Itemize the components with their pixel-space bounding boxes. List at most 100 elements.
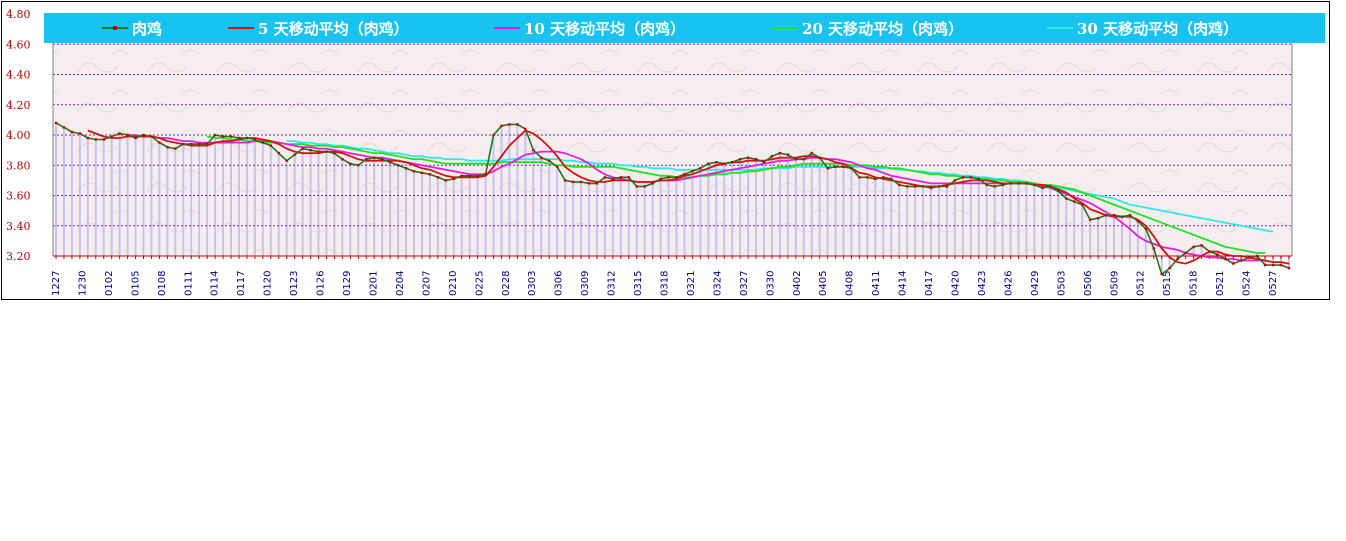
x-tick-label: 1230	[77, 271, 88, 296]
data-point	[866, 176, 869, 179]
x-tick-label: 0102	[104, 271, 115, 296]
data-point	[1224, 257, 1227, 261]
data-point	[1255, 254, 1259, 258]
data-point	[898, 183, 901, 187]
data-point	[707, 162, 710, 165]
data-point	[1279, 263, 1283, 267]
data-point	[675, 176, 678, 179]
data-point	[985, 183, 988, 187]
data-point	[174, 147, 177, 150]
data-point	[349, 162, 352, 165]
x-tick-label: 0126	[316, 271, 327, 296]
data-point	[778, 151, 782, 155]
data-point	[762, 161, 766, 164]
data-point	[444, 179, 447, 182]
data-point	[786, 153, 790, 156]
data-point	[54, 121, 58, 125]
series-line-3	[206, 135, 1266, 254]
data-point	[134, 136, 137, 140]
data-point	[78, 132, 82, 135]
x-tick-label: 0509	[1109, 271, 1120, 296]
x-tick-label: 0129	[342, 271, 353, 296]
legend-label: 肉鸡	[132, 20, 162, 38]
data-point	[699, 167, 702, 170]
data-point	[921, 185, 925, 188]
data-point	[842, 165, 845, 168]
data-point	[285, 159, 288, 162]
y-tick-label: 3.20	[6, 250, 31, 263]
data-point	[1049, 185, 1052, 188]
x-tick-label: 0527	[1268, 271, 1279, 296]
data-point	[794, 158, 797, 161]
data-point	[62, 126, 66, 129]
data-point	[850, 167, 853, 170]
data-point	[452, 177, 455, 181]
data-point	[913, 185, 917, 188]
x-tick-label: 0309	[580, 271, 591, 296]
x-tick-label: 0210	[448, 271, 459, 296]
data-point	[277, 151, 280, 155]
x-tick-label: 0420	[951, 271, 962, 296]
y-tick-label: 3.60	[6, 190, 31, 203]
data-point	[1057, 189, 1060, 193]
series-line-2	[127, 134, 1266, 262]
data-point	[261, 141, 265, 144]
data-point	[834, 165, 837, 168]
data-point	[1065, 197, 1068, 200]
x-tick-label: 0515	[1162, 271, 1173, 296]
data-point	[404, 167, 408, 170]
data-point	[301, 147, 304, 150]
data-point	[1128, 213, 1132, 217]
data-point	[1001, 183, 1004, 187]
x-tick-label: 0521	[1215, 271, 1226, 296]
data-point	[420, 171, 424, 175]
data-point	[118, 132, 121, 135]
data-point	[1176, 257, 1179, 261]
data-point	[309, 148, 312, 152]
data-point	[436, 176, 440, 179]
data-point	[802, 158, 805, 161]
data-point	[1073, 200, 1076, 203]
data-point	[380, 158, 384, 161]
data-point	[508, 123, 511, 126]
x-tick-label: 0117	[236, 271, 247, 296]
data-point	[229, 135, 233, 138]
x-tick-label: 0105	[130, 271, 141, 296]
data-point	[70, 130, 74, 134]
x-tick-label: 0324	[712, 271, 723, 296]
data-point	[548, 159, 551, 162]
x-tick-label: 0201	[368, 271, 379, 296]
data-point	[945, 185, 949, 188]
data-point	[476, 174, 479, 178]
y-tick-label: 4.40	[6, 69, 31, 82]
data-point	[1136, 220, 1140, 223]
data-point	[317, 150, 320, 153]
data-point	[810, 151, 813, 155]
x-tick-label: 0318	[660, 271, 671, 296]
data-point	[1232, 262, 1235, 265]
data-point	[110, 135, 113, 138]
series-line-0	[55, 122, 1290, 276]
data-point	[245, 136, 249, 140]
data-point	[715, 161, 718, 164]
data-point	[691, 170, 694, 173]
data-point	[1080, 203, 1084, 206]
data-point	[388, 161, 392, 164]
data-point	[269, 144, 272, 147]
x-tick-label: 0429	[1030, 271, 1041, 296]
data-point	[571, 180, 575, 184]
x-tick-label: 0123	[289, 271, 300, 296]
y-tick-label: 4.20	[6, 99, 31, 112]
x-tick-label: 0228	[501, 271, 512, 296]
data-point	[563, 179, 567, 182]
data-point	[372, 156, 376, 159]
data-point	[516, 123, 519, 126]
y-tick-label: 3.40	[6, 220, 31, 233]
data-point	[770, 154, 774, 158]
legend-label: 30 天移动平均（肉鸡）	[1077, 20, 1238, 38]
data-point	[126, 133, 129, 137]
data-point	[500, 124, 503, 128]
legend-label: 10 天移动平均（肉鸡）	[524, 20, 685, 38]
data-point	[1263, 263, 1267, 267]
data-point	[1009, 182, 1012, 185]
